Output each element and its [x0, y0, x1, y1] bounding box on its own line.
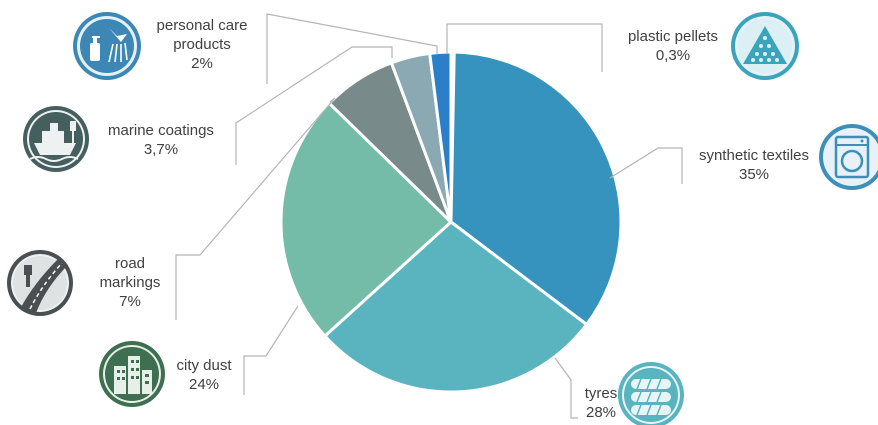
leader-line-marine-coatings: [235, 46, 393, 165]
tyres-value: 28%: [585, 404, 617, 421]
leader-line-city-dust: [243, 305, 299, 395]
leader-line-road-markings: [175, 97, 336, 320]
washing-machine-icon: [819, 124, 878, 190]
leader-lines: [175, 13, 683, 419]
plastic-pellets-value: 0,3%: [655, 47, 691, 64]
label-road-markings: road markings 7%: [92, 254, 168, 311]
label-synthetic-textiles: synthetic textiles 35%: [688, 146, 820, 184]
road-markings-value: 7%: [119, 293, 141, 310]
plastic-pellets-name: plastic pellets: [627, 28, 719, 45]
road-markings-name-line2: markings: [99, 274, 161, 291]
marine-coatings-name: marine coatings: [108, 122, 214, 139]
leader-line-plastic-pellets: [446, 23, 603, 72]
road-paintbrush-icon: [7, 250, 73, 316]
leader-line-tyres: [554, 357, 578, 419]
ship-paintbrush-icon: [23, 106, 89, 172]
marine-coatings-value: 3,7%: [143, 141, 179, 158]
city-dust-value: 24%: [188, 376, 220, 393]
pie-slice-tyres: [323, 220, 589, 394]
label-plastic-pellets: plastic pellets 0,3%: [616, 27, 730, 65]
label-city-dust: city dust 24%: [166, 356, 242, 394]
city-buildings-icon: [99, 341, 165, 407]
personal-care-name-line1: personal care: [156, 17, 248, 34]
pellets-pyramid-icon: [731, 12, 799, 80]
pie-slice-personal-care-products: [428, 50, 453, 224]
personal-care-name-line2: products: [173, 36, 231, 53]
leader-line-synthetic-textiles: [609, 147, 683, 184]
label-marine-coatings: marine coatings 3,7%: [96, 121, 226, 159]
pie-slices: [279, 50, 623, 394]
personal-care-value: 2%: [191, 55, 213, 72]
synthetic-textiles-name: synthetic textiles: [698, 147, 810, 164]
shower-bottle-icon: [73, 12, 141, 80]
leader-line-personal-care: [266, 13, 438, 84]
tyres-stack-icon: [618, 362, 684, 425]
road-markings-name-line1: road: [114, 255, 146, 272]
city-dust-name: city dust: [176, 357, 232, 374]
synthetic-textiles-value: 35%: [738, 166, 770, 183]
label-tyres: tyres 28%: [578, 384, 624, 422]
tyres-name: tyres: [584, 385, 618, 402]
label-personal-care-products: personal care products 2%: [143, 16, 261, 73]
pie-slice-synthetic-textiles: [449, 50, 623, 326]
